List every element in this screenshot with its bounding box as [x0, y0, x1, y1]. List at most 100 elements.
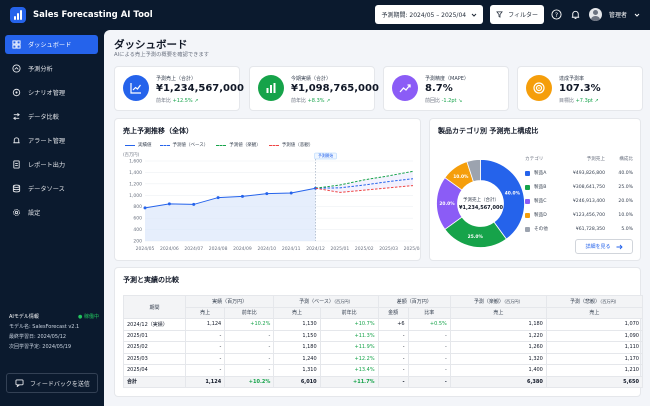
details-button[interactable]: 詳細を見る	[575, 239, 633, 254]
series-line-2	[315, 170, 414, 189]
details-label: 詳細を見る	[585, 244, 611, 250]
x-tick-label: 2025/04	[404, 246, 420, 252]
forecast-yoy-cell: +11.3%	[319, 329, 379, 342]
th-forecast-pes: 予測（悲観）（百万円）	[545, 295, 644, 308]
sidebar-item-data-source[interactable]: データソース	[5, 179, 98, 198]
sidebar-item-alerts[interactable]: アラート管理	[5, 131, 98, 150]
legend-item: 実績値	[125, 142, 152, 148]
forecast-sales-cell: 1,150	[273, 329, 321, 342]
svg-text:?: ?	[555, 11, 558, 19]
period-cell: 2025/02	[123, 341, 186, 354]
sidebar-item-label: シナリオ管理	[28, 90, 66, 97]
x-tick-label: 2024/12	[306, 246, 325, 252]
model-info: AIモデル情報 ● 稼働中 モデル名: SalesForecast v2.1 最終…	[9, 312, 99, 352]
user-menu-chevron-icon[interactable]	[634, 12, 640, 18]
comparison-title: 予測と実績の比較	[123, 276, 179, 284]
donut-center-value: ¥1,234,567,000	[459, 205, 503, 211]
optimistic-sales-cell: 1,220	[449, 329, 547, 342]
sidebar-item-settings[interactable]: 設定	[5, 203, 98, 222]
grid-icon	[11, 40, 21, 50]
period-cell: 2025/03	[123, 352, 186, 365]
sidebar-item-dashboard[interactable]: ダッシュボード	[5, 35, 98, 54]
trend-chart-icon	[123, 75, 149, 101]
app-title: Sales Forecasting AI Tool	[33, 10, 153, 20]
period-cell: 2024/12（実績）	[123, 318, 186, 331]
sidebar-item-reports[interactable]: レポート出力	[5, 155, 98, 174]
user-avatar[interactable]	[588, 8, 602, 21]
sidebar-item-label: レポート出力	[28, 162, 66, 169]
x-tick-label: 2024/09	[233, 246, 252, 252]
pessimistic-sales-cell: 5,650	[545, 375, 644, 388]
sales-trend-card: 売上予測推移（全体） 実績値 予測値（ベース） 予測値（楽観） 予測値（悲観） …	[114, 118, 421, 261]
x-tick-label: 2024/05	[136, 246, 155, 252]
filter-label: フィルター	[508, 12, 538, 19]
notification-bell-icon[interactable]	[570, 9, 582, 21]
series-line-3	[315, 185, 414, 193]
model-last-trained: 最終学習日: 2024/05/12	[9, 334, 67, 340]
th-forecast-base: 予測（ベース）（百万円）	[273, 295, 379, 308]
kpi-value: ¥1,234,567,000	[156, 83, 244, 94]
donut-slice	[480, 159, 525, 240]
pessimistic-sales-cell: 1,090	[545, 329, 644, 342]
actual-point	[167, 202, 171, 206]
kpi-compare-label: 前年比	[291, 98, 307, 104]
filter-button[interactable]: フィルター	[490, 5, 544, 24]
th-yoy: 前年比	[224, 306, 275, 319]
y-tick-label: 600	[133, 216, 142, 222]
th-yoy: 前年比	[319, 306, 379, 319]
category-row: 製品A ¥493,826,800 40.0%	[525, 166, 633, 180]
actual-point	[216, 196, 220, 200]
th-ratio: 比率	[407, 306, 451, 319]
kpi-compare-label: 目標比	[559, 98, 575, 104]
sidebar-item-data-compare[interactable]: データ比較	[5, 107, 98, 126]
category-sales: ¥308,641,750	[572, 184, 605, 190]
th-sales: 売上	[184, 306, 226, 319]
branch-icon	[11, 88, 21, 98]
category-name: その他	[534, 227, 548, 232]
diff-amount-cell: +6	[377, 318, 409, 331]
diff-ratio-cell: -	[407, 329, 451, 342]
optimistic-sales-cell: 1,180	[449, 318, 547, 331]
forecast-yoy-cell: +12.2%	[319, 352, 379, 365]
sidebar-item-scenario[interactable]: シナリオ管理	[5, 83, 98, 102]
forecast-band	[315, 171, 413, 193]
kpi-card-actual-sales: 今期実績（合計） ¥1,098,765,000 前年比 +8.3% ↗	[249, 66, 379, 111]
feedback-button[interactable]: フィードバックを送信	[6, 373, 98, 393]
period-selector[interactable]: 予測期間: 2024/05 – 2025/04	[375, 5, 484, 24]
category-share-title: 製品カテゴリ別 予測売上構成比	[438, 127, 539, 135]
app-logo-icon	[10, 7, 26, 23]
sidebar-item-forecast-analysis[interactable]: 予測分析	[5, 59, 98, 78]
kpi-label: 予測売上（合計）	[156, 76, 197, 82]
user-name[interactable]: 管理者	[608, 12, 627, 19]
filter-icon	[496, 11, 503, 18]
legend-item: 予測値（楽観）	[216, 142, 261, 148]
forecast-sales-cell: 1,130	[273, 318, 321, 331]
category-share: 5.0%	[621, 226, 633, 232]
sales-line-chart: (百万円) 200 400 600 800 1,000 1,200 1,400 1,600 202…	[123, 152, 420, 252]
kpi-change: +12.5% ↗	[172, 98, 199, 104]
kpi-change: -1.2pt ↘	[441, 98, 463, 104]
legend-label: 実績値	[138, 143, 152, 148]
donut-hole	[457, 180, 504, 227]
category-sales: ¥493,826,800	[572, 170, 605, 176]
x-tick-label: 2024/08	[209, 246, 228, 252]
x-tick-label: 2025/01	[331, 246, 350, 252]
kpi-card-accuracy: 予測精度（MAPE） 8.7% 前回比 -1.2pt ↘	[383, 66, 509, 111]
sidebar-item-label: 予測分析	[28, 66, 53, 73]
legend-label: 予測値（ベース）	[172, 143, 209, 148]
sidebar: ダッシュボード 予測分析 シナリオ管理 データ比較 アラート管理 レポート出力 …	[0, 30, 104, 406]
donut-center-label: 予測売上（合計）	[463, 198, 499, 203]
th-period: 期間	[123, 295, 186, 319]
arrow-right-icon	[616, 244, 623, 249]
th-amount: 金額	[377, 306, 409, 319]
x-tick-label: 2025/03	[379, 246, 398, 252]
legend-item: 予測値（ベース）	[159, 142, 209, 148]
legend-label: 予測値（楽観）	[229, 143, 261, 148]
table-row: 2025/02- -1,180 +11.9% - -1,260 1,110	[123, 341, 644, 354]
actual-point	[143, 206, 147, 210]
document-icon	[11, 160, 21, 170]
y-tick-label: 800	[133, 204, 142, 210]
kpi-change: +7.3pt ↗	[575, 98, 599, 104]
help-icon[interactable]: ?	[551, 9, 563, 21]
diff-amount-cell: -	[377, 364, 409, 377]
